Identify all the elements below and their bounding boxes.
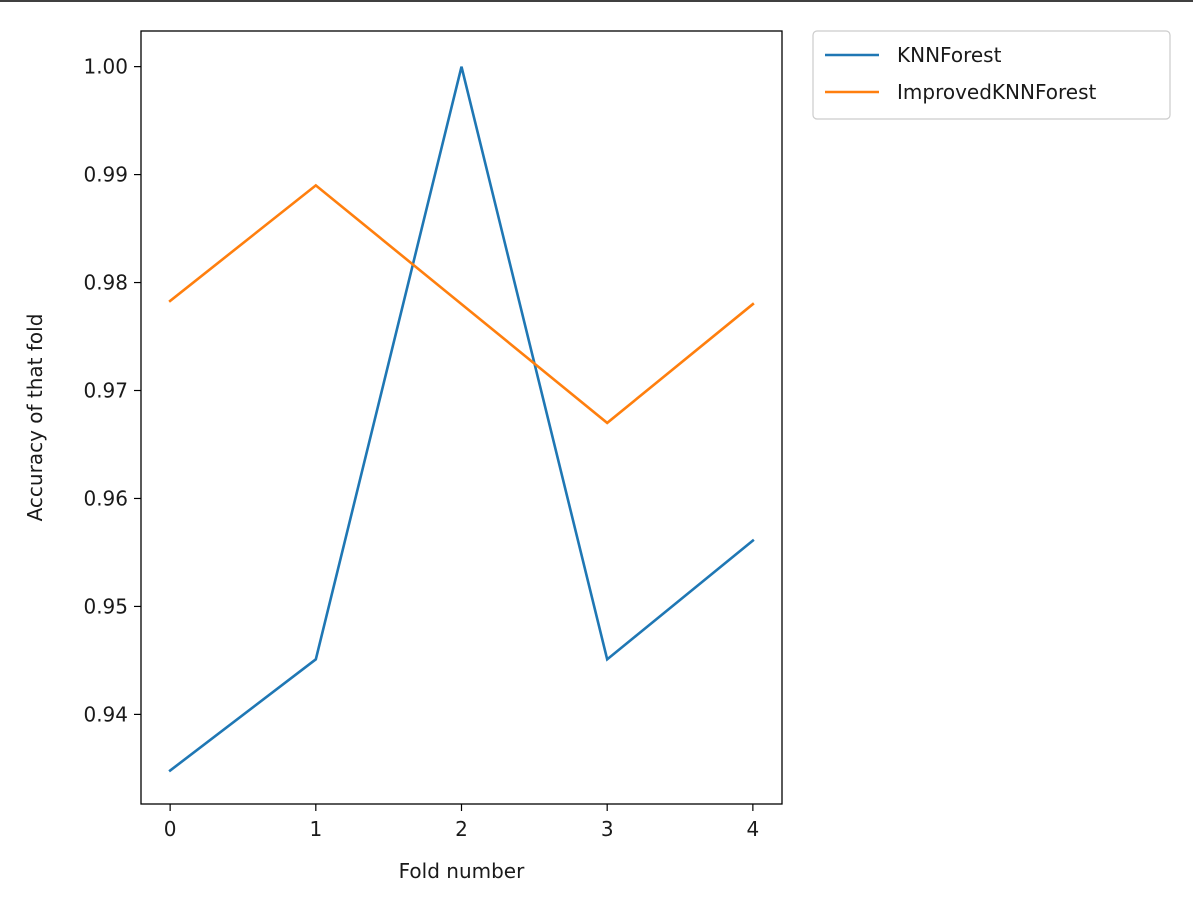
series-line-improvedknnforest [168, 183, 755, 425]
top-border [0, 0, 1193, 2]
legend: KNNForest ImprovedKNNForest [812, 30, 1171, 120]
y-axis-label: Accuracy of that fold [23, 314, 47, 522]
x-tick-label: 2 [455, 817, 468, 841]
legend-label: ImprovedKNNForest [897, 80, 1097, 104]
x-tick-label: 0 [164, 817, 177, 841]
y-tick-label: 0.99 [83, 163, 128, 187]
y-tick-label: 0.97 [83, 379, 128, 403]
x-axis-ticks: 0 1 2 3 4 [164, 804, 759, 841]
y-tick-label: 0.96 [83, 486, 128, 510]
x-axis-label: Fold number [399, 859, 525, 883]
legend-box [812, 30, 1171, 120]
series-layer [168, 66, 755, 773]
y-tick-label: 0.98 [83, 271, 128, 295]
series-line-knnforest [168, 66, 755, 773]
legend-label: KNNForest [897, 43, 1002, 67]
y-tick-label: 1.00 [83, 55, 128, 79]
y-tick-label: 0.95 [83, 594, 128, 618]
y-axis-ticks: 0.94 0.95 0.96 0.97 0.98 0.99 1.00 [83, 55, 141, 726]
x-tick-label: 3 [601, 817, 614, 841]
y-tick-label: 0.94 [83, 702, 128, 726]
axes-frame [140, 30, 783, 805]
x-tick-label: 1 [309, 817, 322, 841]
x-tick-label: 4 [746, 817, 759, 841]
